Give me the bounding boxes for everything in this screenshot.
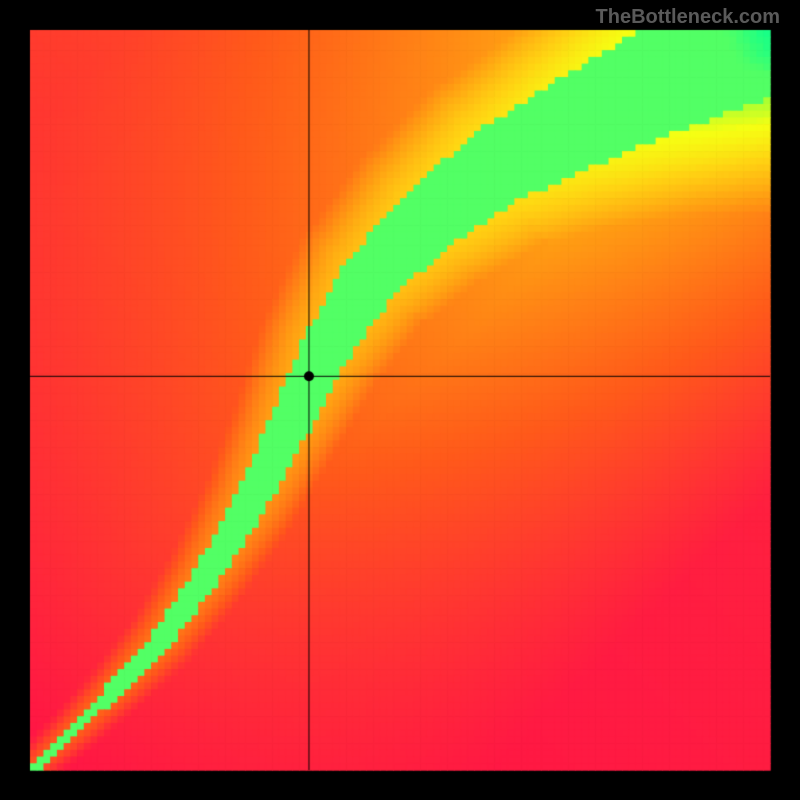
- bottleneck-heatmap: [0, 0, 800, 800]
- watermark-text: TheBottleneck.com: [596, 6, 780, 29]
- chart-container: TheBottleneck.com: [0, 0, 800, 800]
